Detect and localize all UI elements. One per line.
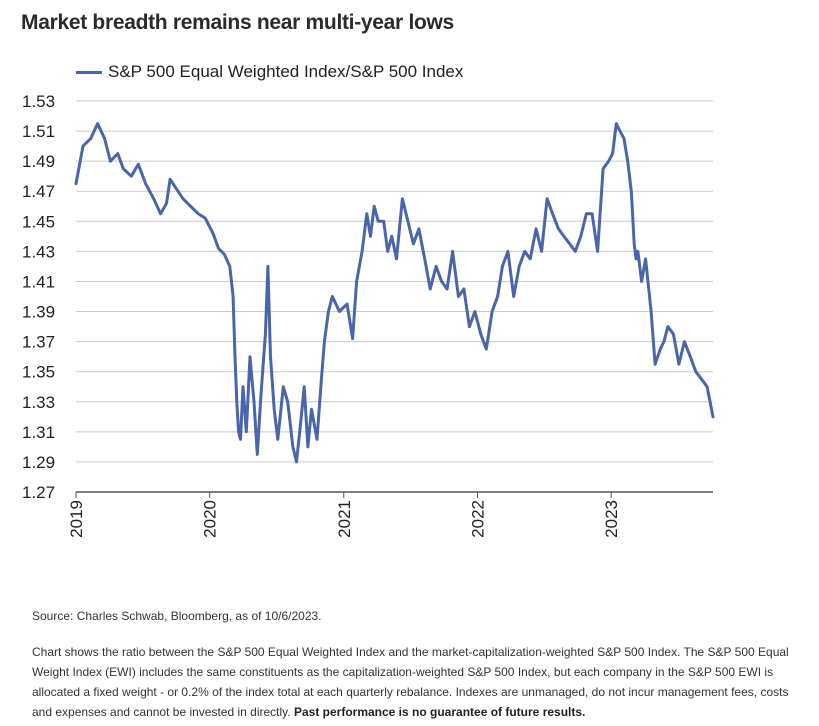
legend-label: S&P 500 Equal Weighted Index/S&P 500 Ind… xyxy=(108,62,464,81)
y-tick-label: 1.43 xyxy=(22,242,55,261)
line-chart: 1.27 1.29 1.31 1.33 1.35 1.37 1.39 1.41 1.43 1.45… xyxy=(22,92,715,538)
y-tick-label: 1.29 xyxy=(22,453,55,472)
y-tick-label: 1.41 xyxy=(22,272,55,291)
x-axis-ticks: 2019 2020 2021 2022 2023 xyxy=(67,492,621,538)
chart-title: Market breadth remains near multi-year l… xyxy=(21,11,454,34)
chart-series xyxy=(74,122,715,464)
y-tick-label: 1.49 xyxy=(22,152,55,171)
y-tick-label: 1.53 xyxy=(22,92,55,111)
y-tick-label: 1.47 xyxy=(22,182,55,201)
y-tick-label: 1.51 xyxy=(22,122,55,141)
x-tick-label: 2020 xyxy=(201,500,220,538)
source-note: Source: Charles Schwab, Bloomberg, as of… xyxy=(32,609,322,623)
y-tick-label: 1.33 xyxy=(22,393,55,412)
legend-swatch xyxy=(76,70,102,74)
y-tick-label: 1.35 xyxy=(22,363,55,382)
x-tick-label: 2023 xyxy=(602,500,621,538)
series-line xyxy=(74,122,715,464)
description-text: Chart shows the ratio between the S&P 50… xyxy=(32,645,789,719)
y-tick-label: 1.39 xyxy=(22,303,55,322)
x-tick-label: 2019 xyxy=(67,500,86,538)
y-tick-label: 1.45 xyxy=(22,212,55,231)
x-tick-label: 2022 xyxy=(468,500,487,538)
chart-legend: S&P 500 Equal Weighted Index/S&P 500 Ind… xyxy=(76,62,463,82)
disclaimer-text: Past performance is no guarantee of futu… xyxy=(293,705,586,719)
x-tick-label: 2021 xyxy=(335,500,354,538)
chart-grid xyxy=(76,100,713,493)
y-tick-label: 1.37 xyxy=(22,333,55,352)
y-tick-label: 1.27 xyxy=(22,483,55,502)
chart-description: Chart shows the ratio between the S&P 50… xyxy=(32,642,802,722)
y-axis-ticks: 1.27 1.29 1.31 1.33 1.35 1.37 1.39 1.41 1.43 1.45… xyxy=(22,92,55,502)
y-tick-label: 1.31 xyxy=(22,423,55,442)
